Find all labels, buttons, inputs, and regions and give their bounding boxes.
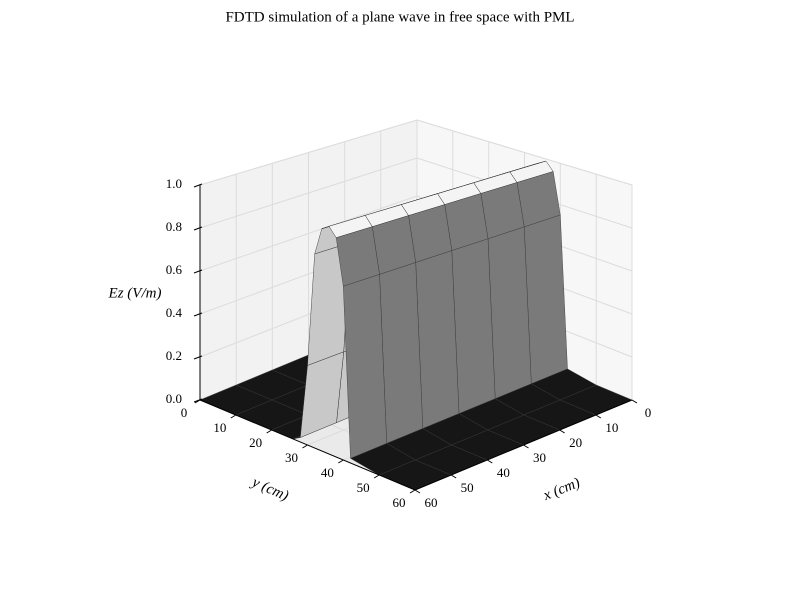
x-tick-label: 20 [569, 435, 582, 450]
x-tick [414, 489, 421, 494]
x-axis-label: x (cm) [540, 475, 582, 504]
surface-cell [487, 226, 532, 399]
z-tick-label: 0.2 [166, 348, 182, 363]
z-tick-label: 0.0 [166, 391, 182, 406]
x-tick [559, 429, 565, 434]
x-tick-label: 40 [497, 465, 510, 480]
y-tick [266, 429, 272, 434]
y-tick [373, 474, 380, 479]
x-tick [631, 399, 638, 404]
surface-cell [451, 238, 496, 414]
y-tick [194, 399, 201, 404]
x-tick [523, 444, 529, 449]
z-axis-label: Ez (V/m) [108, 285, 162, 301]
x-tick [487, 459, 493, 464]
chart-title: FDTD simulation of a plane wave in free … [225, 9, 574, 25]
y-tick-label: 20 [249, 435, 262, 450]
x-tick-label: 60 [425, 495, 438, 510]
y-tick [409, 489, 416, 494]
y-tick [302, 444, 308, 449]
y-tick-label: 50 [357, 480, 370, 495]
y-tick-label: 30 [285, 450, 298, 465]
z-tick-label: 0.4 [166, 305, 183, 320]
x-tick-label: 30 [533, 450, 546, 465]
surface-cell [343, 274, 387, 459]
x-tick [595, 414, 602, 419]
z-tick [193, 269, 203, 274]
y-tick [338, 459, 344, 464]
z-tick [193, 226, 203, 231]
y-axis-label: y (cm) [248, 474, 291, 505]
surface-cell [523, 214, 568, 385]
y-tick-label: 60 [393, 495, 406, 510]
y-tick-label: 10 [213, 420, 226, 435]
x-tick [450, 474, 457, 479]
z-tick-label: 0.6 [166, 262, 183, 277]
z-tick [193, 312, 203, 317]
z-tick-label: 1.0 [166, 176, 182, 191]
z-tick [193, 355, 203, 360]
z-tick [193, 183, 203, 188]
x-tick-label: 10 [605, 420, 618, 435]
x-tick-label: 0 [645, 405, 652, 420]
surface-cell [379, 262, 424, 444]
z-tick [193, 398, 203, 403]
z-tick-label: 0.8 [166, 219, 182, 234]
x-tick-label: 50 [461, 480, 474, 495]
y-tick-label: 0 [181, 405, 188, 420]
y-tick [230, 414, 237, 419]
surface-cell [415, 250, 460, 429]
y-tick-label: 40 [321, 465, 334, 480]
